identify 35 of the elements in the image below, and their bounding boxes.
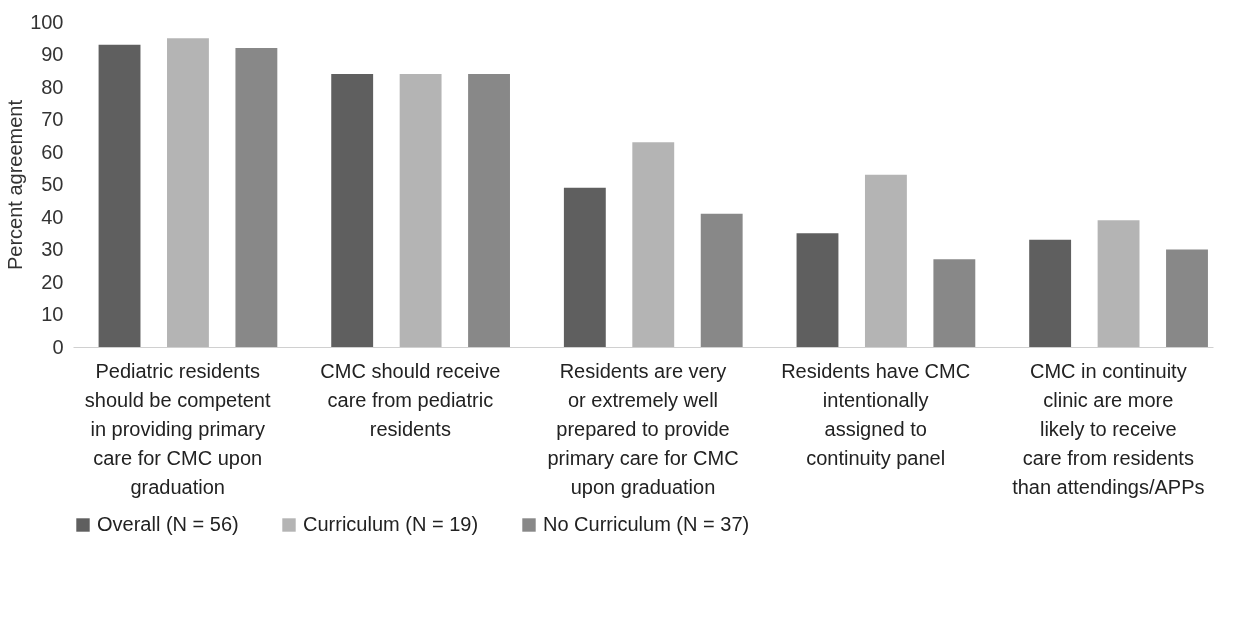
x-tick-label: Residents have CMC intentionally assigned to continuity panel (781, 359, 971, 469)
y-tick-label: 10 (41, 303, 64, 325)
y-tick-label: 100 (30, 10, 64, 33)
y-tick-label: 60 (41, 140, 64, 163)
bar (235, 48, 278, 347)
bar (1097, 220, 1140, 347)
y-axis-title: Percent agreement (4, 99, 27, 271)
legend-label: Curriculum (N = 19) (303, 513, 479, 535)
bar (933, 259, 976, 347)
legend-label: No Curriculum (N = 37) (543, 513, 750, 535)
bar (1029, 239, 1072, 347)
y-tick-label: 30 (41, 238, 64, 260)
bar (468, 74, 510, 347)
x-tick-label: Residents are very or extremely well prepared to provide primary care for CMC upon graduation (547, 359, 739, 498)
bar (98, 44, 141, 347)
bar (563, 187, 606, 347)
y-tick-label: 20 (41, 270, 64, 293)
bar (864, 174, 907, 347)
bar (167, 38, 209, 347)
y-tick-label: 90 (41, 43, 64, 65)
x-tick-label: CMC should receive care from pediatric residents (320, 359, 501, 440)
bar (331, 74, 374, 347)
y-tick-label: 40 (41, 205, 64, 228)
x-tick-label: Pediatric residents should be competent in providing primary care for CMC upon graduation (84, 359, 271, 498)
bar (399, 74, 442, 347)
bar (796, 233, 839, 347)
y-tick-label: 70 (41, 108, 64, 130)
bar (632, 142, 675, 347)
y-tick-label: 0 (52, 335, 64, 358)
legend-label: Overall (N = 56) (97, 513, 239, 535)
bar (700, 213, 743, 347)
y-tick-label: 80 (41, 75, 64, 98)
bar (1166, 249, 1208, 347)
x-tick-label: CMC in continuity clinic are more likely to receive care from residents than attendings/APPs (1012, 359, 1205, 498)
y-tick-label: 50 (41, 173, 64, 195)
